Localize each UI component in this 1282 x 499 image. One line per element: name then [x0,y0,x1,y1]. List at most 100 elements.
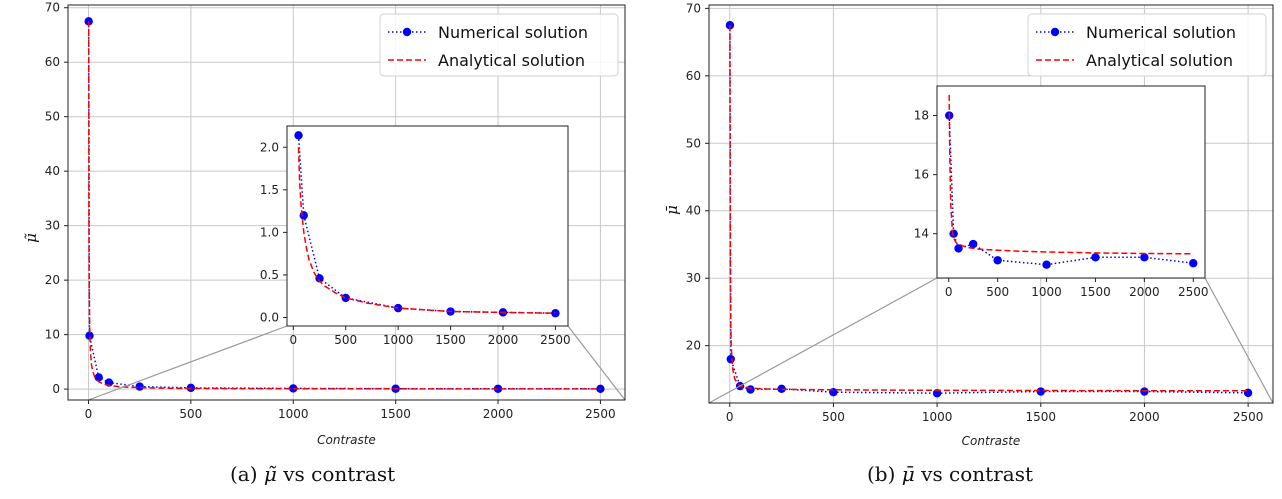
y-tick-label: 40 [686,204,701,218]
legend-analytical-label: Analytical solution [1086,51,1233,70]
inset-numerical-series-point [1140,253,1149,262]
caption-a-text: vs contrast [283,462,396,486]
numerical-series-point [932,389,942,398]
chart-panel-a: 0 500 1000 1500 2000 2500 0 10 20 30 40 50 60 70 Contr… [22,1,626,486]
legend-numerical-marker [402,27,412,37]
inset-y-tick-label: 0.5 [260,268,279,282]
x-tick-label: 2500 [585,407,616,421]
numerical-series-point [596,384,605,394]
main-series [84,17,605,394]
numerical-series-point [1036,387,1045,396]
x-tick-label: 0 [85,407,93,421]
inset-frame [936,85,1206,279]
x-tick-label: 1500 [380,407,411,421]
y-tick-label: 20 [686,339,701,353]
caption-a-label: (a) [230,462,258,486]
numerical-series-point [726,354,735,364]
legend: Numerical solution Analytical solution [379,13,619,77]
inset-x-tick-label: 1500 [435,333,466,347]
y-tick-label: 50 [45,110,60,124]
inset-x-tick-label: 0 [945,285,953,299]
inset-numerical-series-point [1042,260,1051,269]
inset-y-tick-label: 18 [914,109,929,123]
inset-x-tick-label: 2500 [540,333,571,347]
inset-x-tick-label: 500 [986,285,1009,299]
inset-numerical-series-point [954,244,963,253]
numerical-series-point [1140,387,1149,396]
inset-numerical-series-point [949,229,958,238]
y-tick-label: 20 [45,273,60,287]
analytical-series-line [729,25,1249,392]
inset-y-tick-label: 1.5 [260,183,279,197]
x-tick-label: 500 [179,407,202,421]
inset-numerical-series-point [299,211,308,220]
chart-b: 0 500 1000 1500 2000 2500 20 30 40 50 60 70 Contrast… [663,1,1274,448]
numerical-series-point [1243,388,1253,398]
caption-b-text: vs contrast [921,462,1034,486]
y-tick-label: 10 [45,328,60,342]
inset-y-tick-label: 16 [914,168,929,182]
inset-x-tick-label: 2000 [488,333,519,347]
chart-panel-b: 0 500 1000 1500 2000 2500 20 30 40 50 60 70 Contrast… [641,0,1282,499]
zoom-connector-line [708,277,938,404]
numerical-series-point [94,373,103,382]
x-axis-title: Contraste [317,433,376,447]
inset-y-tick-label: 14 [914,227,929,241]
inset-numerical-series-point [1091,253,1100,262]
inset-numerical-series-point [551,309,560,318]
inset-numerical-series-point [315,274,324,283]
y-tick-label: 40 [45,164,60,178]
y-tick-label: 60 [45,55,60,69]
numerical-series-point [135,382,144,391]
x-tick-label: 0 [726,410,734,424]
numerical-series-point [289,384,298,393]
inset-border [286,125,569,327]
x-tick-label: 2500 [1233,410,1264,424]
x-tick-label: 500 [822,410,845,424]
inset-analytical-series-line [948,94,1194,255]
inset-analytical-series-line [297,147,556,314]
inset-x-tick-label: 1000 [383,333,414,347]
numerical-series-point [85,331,94,340]
zoom-connector-line [1204,277,1274,404]
inset-chart: 0 500 1000 1500 2000 2500 14 16 18 [914,85,1209,299]
x-tick-label: 1000 [922,410,953,424]
legend: Numerical solution Analytical solution [1027,13,1267,77]
inset-x-tick-label: 1500 [1080,285,1111,299]
inset-y-tick-label: 0.0 [260,310,279,324]
y-tick-label: 0 [52,382,60,396]
inset-y-tick-label: 1.0 [260,225,279,239]
legend-numerical-label: Numerical solution [1086,23,1236,42]
y-tick-label: 60 [686,69,701,83]
y-tick-label: 70 [686,1,701,15]
inset-x-tick-label: 500 [334,333,357,347]
plot-frame [708,4,1274,404]
analytical-series-line [87,21,601,390]
x-axis-title: Contraste [962,434,1021,448]
inset-numerical-series-line [297,135,556,314]
plot-frame [67,4,626,401]
numerical-series-point [777,384,786,394]
inset-numerical-series-point [968,239,978,249]
zoom-connector-line [88,325,288,401]
caption-b-label: (b) [867,462,896,486]
legend-box [379,13,619,77]
y-axis-title: μ̃ [22,233,40,243]
x-tick-label: 1500 [1025,410,1056,424]
chart-a: 0 500 1000 1500 2000 2500 0 10 20 30 40 50 60 70 Contr… [22,1,626,447]
caption-a: (a) μ̃ vs contrast [230,462,395,486]
numerical-series-line [87,21,601,390]
y-tick-label: 50 [686,136,701,150]
x-tick-label: 2000 [1129,410,1160,424]
inset-numerical-series-point [341,293,350,303]
inset-numerical-series-point [1189,259,1198,268]
x-tick-label: 1000 [278,407,309,421]
numerical-series-line [729,25,1249,394]
inset-numerical-series-point [993,256,1002,265]
inset-x-tick-label: 0 [289,333,297,347]
inset-y-tick-label: 2.0 [260,140,279,154]
inset-x-tick-label: 2500 [1178,285,1209,299]
y-tick-label: 30 [686,271,701,285]
legend-analytical-label: Analytical solution [438,51,585,70]
inset-chart: 0 500 1000 1500 2000 2500 0.0 0.5 1.0 1.5 2.0 [260,125,571,347]
